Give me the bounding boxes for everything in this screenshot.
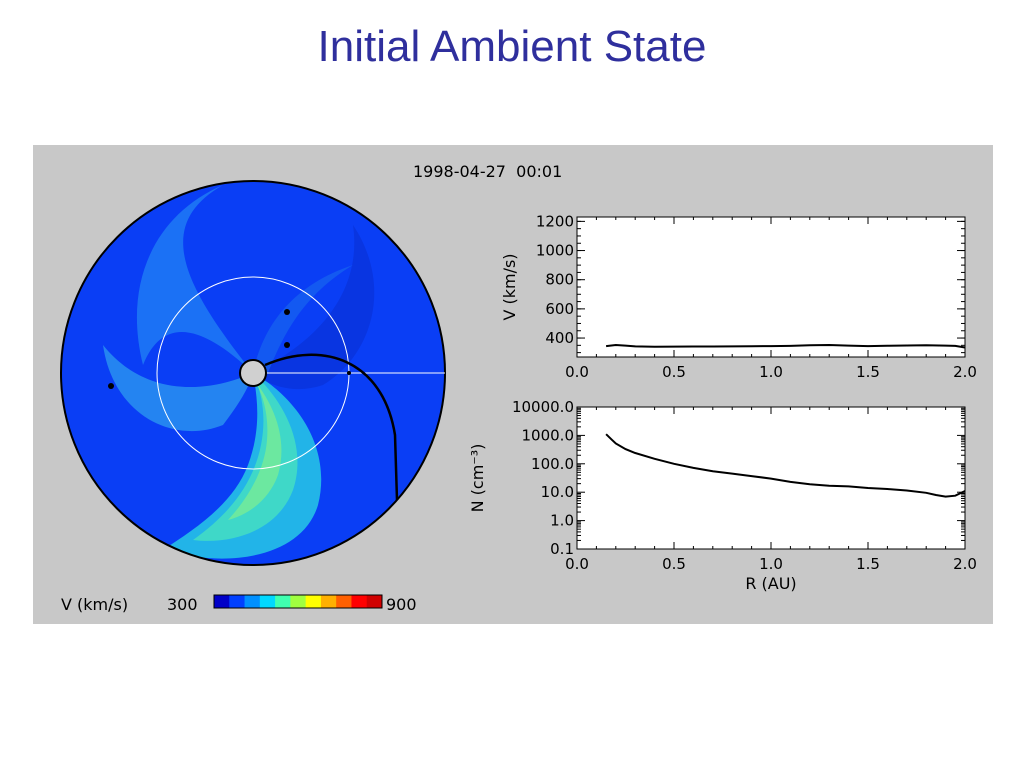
density-plot: 0.0 0.5 1.0 1.5 2.0 0.1 1.0 10.0 100.0 1000.0 1000… — [468, 398, 977, 593]
x-tick-label: 0.5 — [662, 363, 686, 381]
colorbar-swatch — [351, 595, 368, 608]
colorbar-swatch — [259, 595, 276, 608]
colorbar-label: V (km/s) — [61, 595, 128, 614]
y-axis-label: V (km/s) — [500, 253, 519, 320]
spiral-stream-mid — [103, 345, 253, 432]
colorbar-swatch — [336, 595, 352, 608]
x-tick-label: 2.0 — [953, 363, 977, 381]
y-tick-label: 10000.0 — [512, 398, 574, 416]
x-tick-label: 1.0 — [759, 363, 783, 381]
y-tick-label: 800 — [545, 271, 574, 289]
y-tick-label: 10.0 — [541, 483, 574, 501]
y-tick-label: 1000 — [536, 242, 574, 260]
spiral-stream-light — [136, 185, 253, 373]
velocity-disk — [60, 180, 446, 566]
spacecraft-marker-2 — [284, 342, 290, 348]
y-axis-label: N (cm⁻³) — [468, 444, 487, 513]
x-tick-label: 0.0 — [565, 363, 589, 381]
spiral-stream-fastest — [228, 381, 282, 520]
colorbar-frame — [213, 594, 383, 609]
figure-panel: 1998-04-27 00:01 V — [33, 145, 993, 624]
timestamp-label: 1998-04-27 00:01 — [413, 162, 562, 181]
spiral-stream-upper — [253, 265, 353, 373]
x-tick-label: 0.0 — [565, 555, 589, 573]
y-tick-label: 1.0 — [550, 512, 574, 530]
plot-frame — [576, 216, 966, 358]
colorbar-swatch — [290, 595, 307, 608]
earth-marker — [347, 371, 351, 375]
colorbar-swatch — [275, 595, 291, 608]
colorbar: V (km/s) 300 900 — [61, 594, 417, 614]
spacecraft-marker-1 — [284, 309, 290, 315]
x-tick-label: 2.0 — [953, 555, 977, 573]
colorbar-swatch — [214, 595, 230, 608]
velocity-plot: 0.0 0.5 1.0 1.5 2.0 400 600 800 1000 1200 V (km/s) — [500, 212, 977, 381]
y-tick-label: 1200 — [536, 212, 574, 230]
spacecraft-marker-3 — [108, 383, 114, 389]
x-tick-label: 0.5 — [662, 555, 686, 573]
x-tick-label: 1.0 — [759, 555, 783, 573]
parker-spiral-line — [264, 353, 399, 501]
figure-svg: 1998-04-27 00:01 V — [60, 162, 977, 614]
x-axis-label: R (AU) — [745, 574, 796, 593]
y-tick-label: 100.0 — [531, 455, 574, 473]
colorbar-swatch — [244, 595, 261, 608]
colorbar-swatch — [305, 595, 322, 608]
x-tick-label: 1.5 — [856, 363, 880, 381]
y-tick-label: 1000.0 — [522, 426, 575, 444]
colorbar-min-label: 300 — [167, 595, 198, 614]
colorbar-swatch — [366, 595, 383, 608]
colorbar-max-label: 900 — [386, 595, 417, 614]
y-tick-label: 0.1 — [550, 540, 574, 558]
colorbar-swatch — [320, 595, 337, 608]
series-line — [605, 343, 966, 349]
x-tick-label: 1.5 — [856, 555, 880, 573]
spiral-stream-dark — [253, 225, 375, 390]
slide-title: Initial Ambient State — [317, 22, 707, 71]
series-line — [605, 433, 966, 498]
colorbar-swatches — [214, 595, 383, 608]
sun-disk — [239, 359, 267, 387]
y-tick-label: 600 — [545, 300, 574, 318]
y-tick-label: 400 — [545, 329, 574, 347]
colorbar-swatch — [229, 595, 246, 608]
